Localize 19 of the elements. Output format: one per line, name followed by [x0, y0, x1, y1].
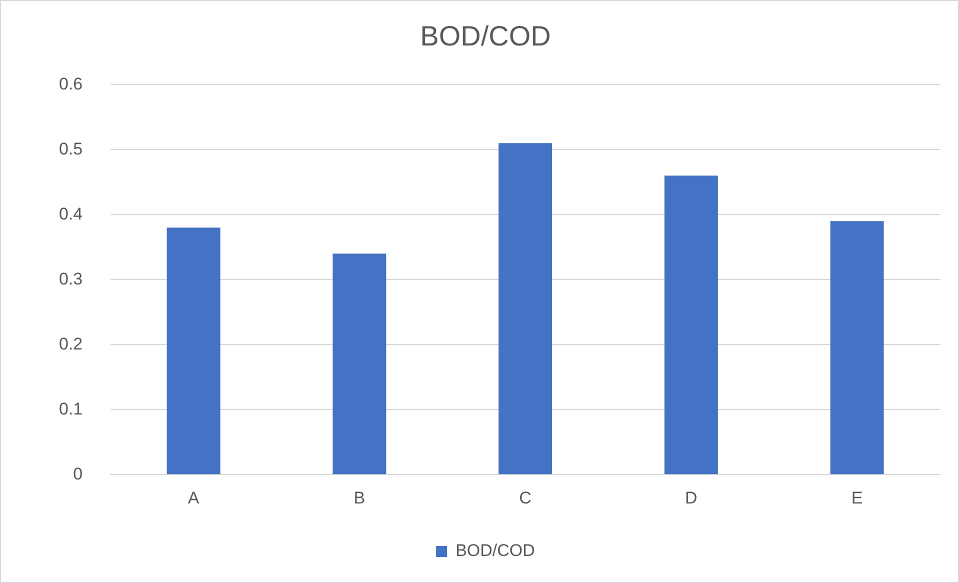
y-tick-label: 0.5 [58, 139, 83, 158]
y-tick-label: 0.2 [58, 334, 83, 354]
x-tick-label: A [188, 488, 200, 508]
bar [332, 254, 386, 474]
bar [664, 176, 718, 474]
bar [166, 228, 220, 474]
y-tick-label: 0.1 [58, 399, 83, 418]
x-tick-label: B [354, 488, 366, 508]
y-tick-label: 0.4 [58, 204, 83, 224]
y-tick-label: 0 [73, 464, 83, 484]
y-tick-label: 0.3 [58, 269, 83, 288]
bar [830, 221, 884, 474]
chart-title: BOD/COD [420, 20, 551, 52]
legend-label: BOD/COD [456, 541, 535, 560]
bar [498, 143, 552, 474]
x-tick-label: D [685, 488, 698, 508]
x-tick-label: E [851, 488, 863, 508]
y-tick-label: 0.6 [58, 74, 83, 94]
x-tick-label: C [519, 488, 532, 508]
